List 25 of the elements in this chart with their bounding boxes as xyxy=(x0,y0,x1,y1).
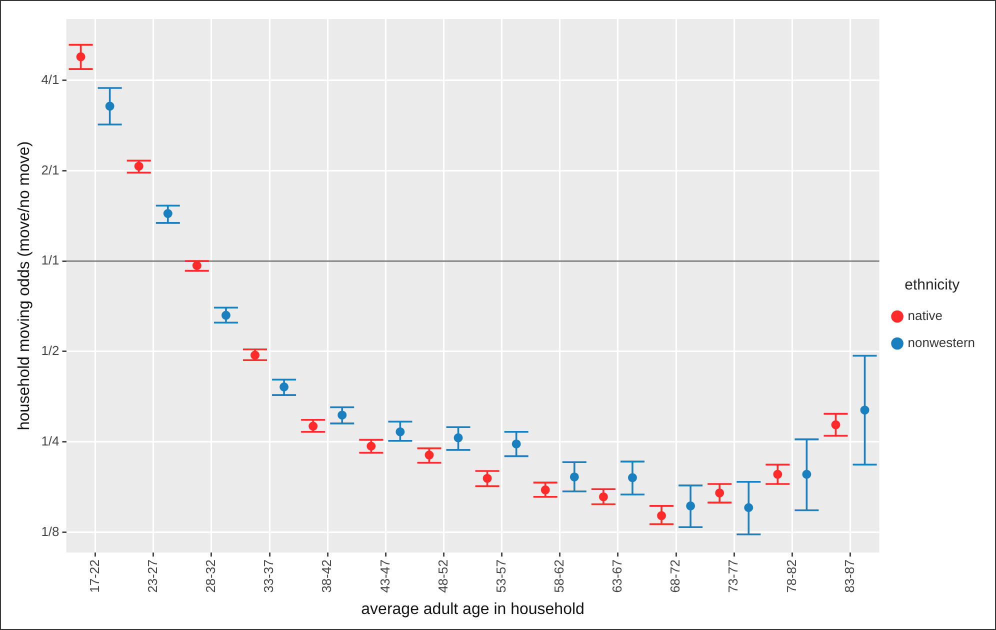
legend-label: native xyxy=(908,308,942,324)
x-tick-label: 78-82 xyxy=(784,560,799,593)
x-tick-label: 33-37 xyxy=(261,560,276,593)
x-tick-label: 17-22 xyxy=(86,560,102,593)
x-tick-label: 43-47 xyxy=(377,560,392,593)
y-tick-label: 1/8 xyxy=(41,524,60,539)
x-tick-label: 83-87 xyxy=(842,560,857,593)
y-tick-label: 1/4 xyxy=(41,433,60,448)
x-tick-label: 53-57 xyxy=(493,560,508,593)
y-tick-label: 2/1 xyxy=(41,162,60,178)
legend-label: nonwestern xyxy=(908,335,976,350)
y-tick-label: 1/1 xyxy=(41,252,60,268)
x-tick-label: 58-62 xyxy=(551,560,566,593)
y-tick-label: 4/1 xyxy=(41,72,60,87)
y-axis-title: household moving odds (move/no move) xyxy=(16,141,34,430)
x-axis-title: average adult age in household xyxy=(361,600,584,618)
x-tick-label: 48-52 xyxy=(435,560,450,593)
x-tick-label: 68-72 xyxy=(668,560,683,593)
x-tick-label: 28-32 xyxy=(203,560,218,593)
x-tick-label: 38-42 xyxy=(319,560,334,593)
legend-title: ethnicity xyxy=(904,276,960,294)
x-tick-label: 73-77 xyxy=(726,560,741,593)
y-tick-label: 1/2 xyxy=(41,343,60,358)
x-tick-label: 63-67 xyxy=(610,560,625,593)
x-tick-label: 23-27 xyxy=(144,560,160,593)
